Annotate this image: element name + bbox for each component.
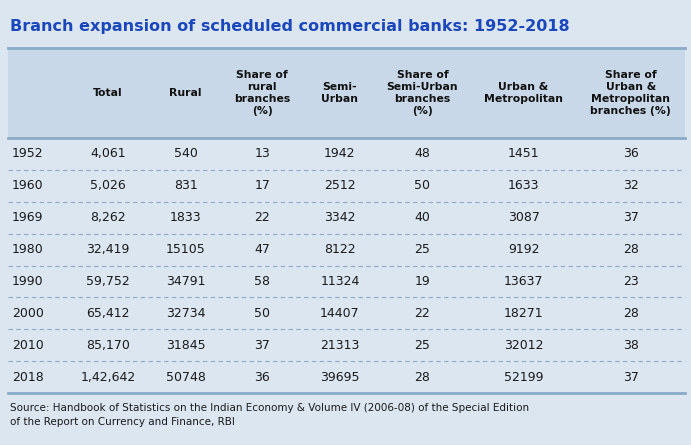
Text: 32: 32 (623, 179, 638, 192)
Text: 47: 47 (254, 243, 270, 256)
Text: 1451: 1451 (508, 147, 540, 161)
Text: 19: 19 (415, 275, 430, 288)
Text: 1952: 1952 (12, 147, 44, 161)
Text: 22: 22 (415, 307, 430, 320)
Text: 52199: 52199 (504, 371, 543, 384)
Text: Share of
Urban &
Metropolitan
branches (%): Share of Urban & Metropolitan branches (… (590, 70, 671, 116)
Text: 23: 23 (623, 275, 638, 288)
Text: 1990: 1990 (12, 275, 44, 288)
Text: 3342: 3342 (324, 211, 356, 224)
Text: Rural: Rural (169, 88, 202, 98)
Text: 28: 28 (623, 243, 638, 256)
Text: 37: 37 (623, 371, 638, 384)
Text: 31845: 31845 (166, 339, 205, 352)
Text: 2010: 2010 (12, 339, 44, 352)
Text: 50748: 50748 (166, 371, 206, 384)
Text: 8122: 8122 (324, 243, 356, 256)
Text: 59,752: 59,752 (86, 275, 130, 288)
Text: 2512: 2512 (324, 179, 356, 192)
Bar (8, 170, 685, 202)
Text: 8,262: 8,262 (90, 211, 126, 224)
Text: 17: 17 (254, 179, 270, 192)
Text: 65,412: 65,412 (86, 307, 130, 320)
Text: 11324: 11324 (320, 275, 359, 288)
Text: 14407: 14407 (320, 307, 360, 320)
Text: 48: 48 (415, 147, 430, 161)
Text: 32734: 32734 (166, 307, 205, 320)
Text: 58: 58 (254, 275, 270, 288)
Bar (8, 234, 685, 266)
Text: 9192: 9192 (508, 243, 540, 256)
Text: 37: 37 (623, 211, 638, 224)
Text: 13: 13 (254, 147, 270, 161)
Text: 3087: 3087 (508, 211, 540, 224)
Text: 831: 831 (174, 179, 198, 192)
Text: 18271: 18271 (504, 307, 543, 320)
Text: 22: 22 (254, 211, 270, 224)
Text: 15105: 15105 (166, 243, 205, 256)
Text: Urban &
Metropolitan: Urban & Metropolitan (484, 82, 563, 104)
Bar (8, 202, 685, 234)
Text: 2000: 2000 (12, 307, 44, 320)
Text: 1633: 1633 (508, 179, 540, 192)
Text: 28: 28 (415, 371, 430, 384)
Text: Share of
Semi-Urban
branches
(%): Share of Semi-Urban branches (%) (386, 70, 458, 116)
Bar (8, 4, 685, 48)
Text: 39695: 39695 (320, 371, 359, 384)
Text: 25: 25 (415, 243, 430, 256)
Text: 4,061: 4,061 (90, 147, 126, 161)
Text: 50: 50 (254, 307, 270, 320)
Text: 1,42,642: 1,42,642 (80, 371, 135, 384)
Text: 540: 540 (173, 147, 198, 161)
Text: 38: 38 (623, 339, 638, 352)
Text: 1980: 1980 (12, 243, 44, 256)
Text: 1833: 1833 (170, 211, 202, 224)
Text: 34791: 34791 (166, 275, 205, 288)
Bar (8, 138, 685, 170)
Bar (8, 329, 685, 361)
Text: 1969: 1969 (12, 211, 44, 224)
Text: 5,026: 5,026 (90, 179, 126, 192)
Text: Share of
rural
branches
(%): Share of rural branches (%) (234, 70, 290, 116)
Text: 37: 37 (254, 339, 270, 352)
Text: 32012: 32012 (504, 339, 543, 352)
Bar (8, 266, 685, 297)
Text: Semi-
Urban: Semi- Urban (321, 82, 359, 104)
Text: 21313: 21313 (320, 339, 359, 352)
Text: Total: Total (93, 88, 123, 98)
Text: 85,170: 85,170 (86, 339, 130, 352)
Text: Branch expansion of scheduled commercial banks: 1952-2018: Branch expansion of scheduled commercial… (10, 19, 569, 33)
Text: 13637: 13637 (504, 275, 543, 288)
Text: 32,419: 32,419 (86, 243, 130, 256)
Text: 50: 50 (415, 179, 430, 192)
Bar (8, 297, 685, 329)
Text: Source: Handbook of Statistics on the Indian Economy & Volume IV (2006-08) of th: Source: Handbook of Statistics on the In… (10, 403, 529, 427)
Text: 25: 25 (415, 339, 430, 352)
Bar (8, 48, 685, 138)
Text: 40: 40 (415, 211, 430, 224)
Bar (8, 361, 685, 393)
Text: 2018: 2018 (12, 371, 44, 384)
Text: 1942: 1942 (324, 147, 356, 161)
Text: 1960: 1960 (12, 179, 44, 192)
Text: 28: 28 (623, 307, 638, 320)
Text: 36: 36 (623, 147, 638, 161)
Text: 36: 36 (254, 371, 270, 384)
